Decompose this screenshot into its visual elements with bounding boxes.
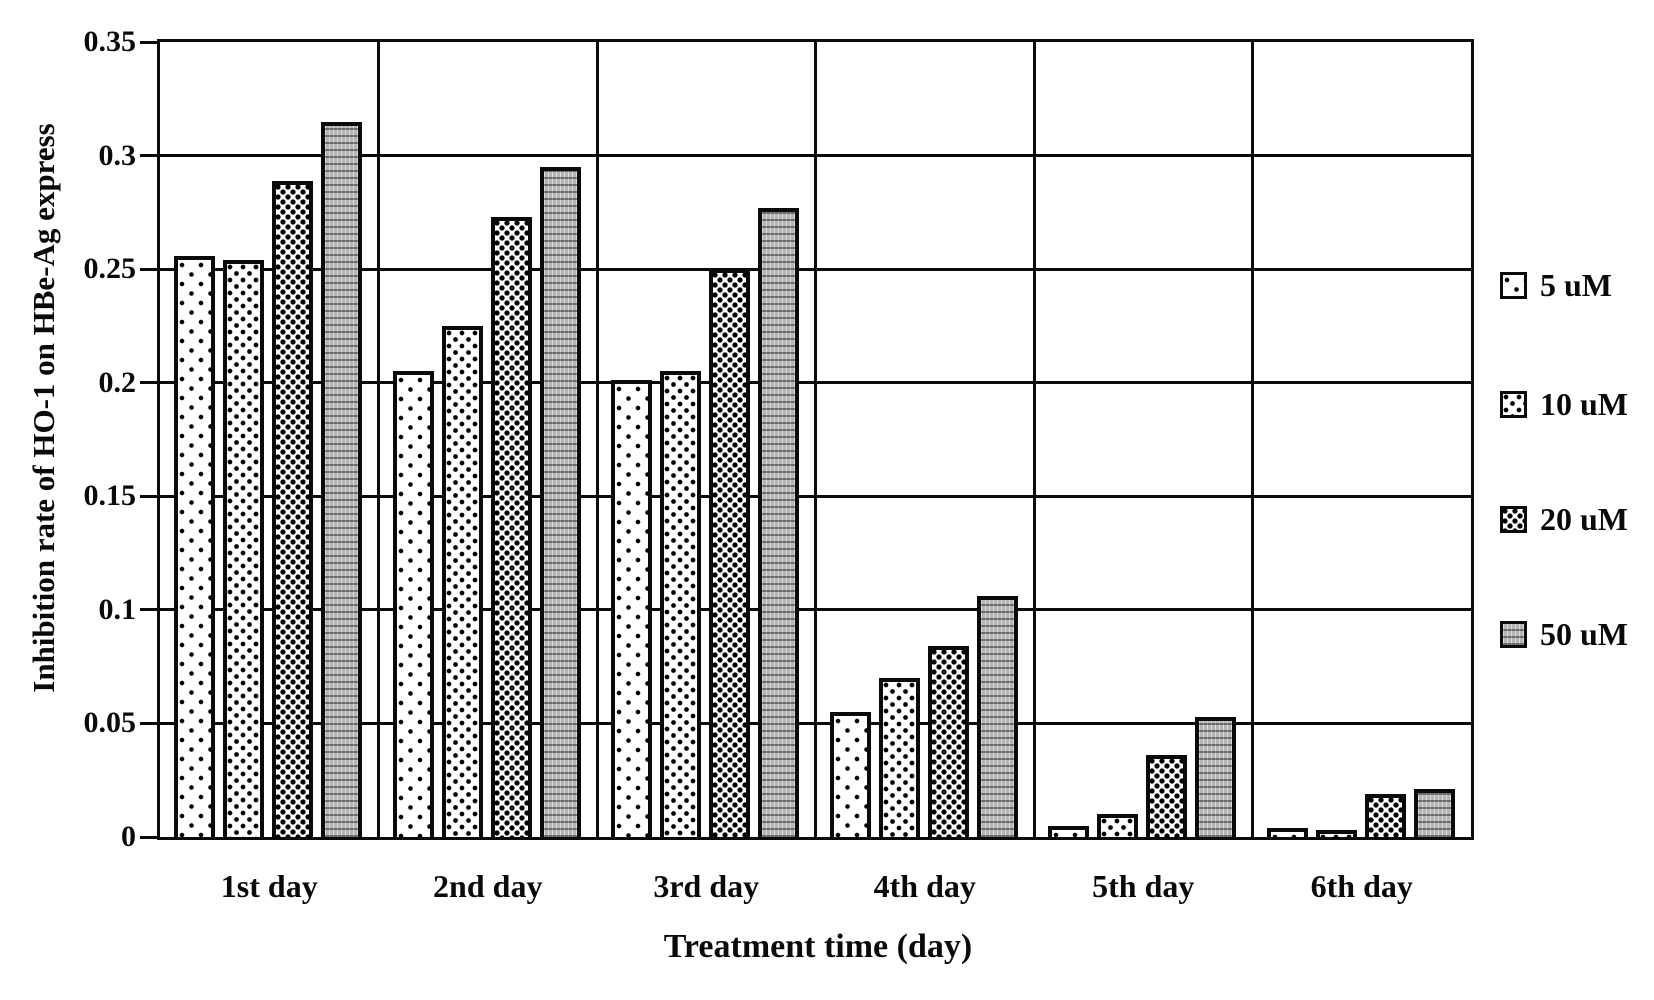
bar-20-um-3rd-day <box>709 269 750 837</box>
y-tick-label: 0.05 <box>83 706 137 740</box>
bar-10-um-4th-day <box>878 678 920 837</box>
legend-label: 20 uM <box>1540 501 1628 537</box>
legend-label: 50 uM <box>1540 616 1628 652</box>
bar-5-um-6th-day <box>1266 827 1308 837</box>
bar-10-um-5th-day <box>1097 814 1138 837</box>
y-axis-tick <box>140 608 157 612</box>
x-tick-label-2nd-day: 2nd day <box>433 868 543 904</box>
y-axis-tick <box>140 381 157 385</box>
bar-10-um-3rd-day <box>660 371 701 837</box>
bar-5-um-3rd-day <box>611 380 652 837</box>
bar-5-um-2nd-day <box>392 371 434 837</box>
x-tick-label-3rd-day: 3rd day <box>653 868 760 904</box>
x-tick-label-6th-day: 6th day <box>1310 868 1413 904</box>
y-tick-label: 0 <box>121 820 136 853</box>
bar-20-um-4th-day <box>927 646 969 837</box>
gridline-vertical <box>814 42 817 837</box>
y-axis-tick <box>140 40 157 44</box>
bar-20-um-5th-day <box>1146 755 1187 837</box>
y-tick-label: 0.3 <box>98 138 137 172</box>
gridline-vertical <box>1032 42 1036 837</box>
bar-20-um-6th-day <box>1364 793 1406 837</box>
legend-item-50-um: 50 uM <box>1500 616 1628 652</box>
x-tick-label-4th-day: 4th day <box>873 868 976 904</box>
sparse-dots-swatch-icon <box>1500 272 1527 299</box>
bar-50-um-1st-day <box>321 121 362 837</box>
legend-item-20-um: 20 uM <box>1500 501 1628 537</box>
y-axis-tick <box>140 494 157 498</box>
dense-dots-swatch-icon <box>1500 506 1527 533</box>
bar-5-um-4th-day <box>829 712 871 837</box>
y-axis-tick <box>140 835 157 839</box>
bar-50-um-3rd-day <box>758 207 799 837</box>
medium-dots-swatch-icon <box>1500 391 1527 418</box>
y-tick-label: 0.2 <box>98 365 137 399</box>
bar-5-um-1st-day <box>174 255 215 837</box>
x-tick-label-1st-day: 1st day <box>220 868 318 904</box>
gray-weave-swatch-icon <box>1500 621 1527 648</box>
bar-10-um-1st-day <box>223 260 264 837</box>
y-tick-label: 0.25 <box>83 252 137 286</box>
bar-50-um-4th-day <box>976 596 1018 837</box>
bar-10-um-2nd-day <box>441 325 483 837</box>
legend-item-5-um: 5 uM <box>1500 267 1612 303</box>
y-axis-tick <box>140 721 157 725</box>
legend-label: 5 uM <box>1540 267 1612 303</box>
legend-item-10-um: 10 uM <box>1500 386 1628 422</box>
bar-5-um-5th-day <box>1048 825 1089 837</box>
gridline-vertical <box>595 42 599 837</box>
x-tick-label-5th-day: 5th day <box>1092 868 1195 904</box>
plot-area <box>157 39 1474 840</box>
legend-label: 10 uM <box>1540 386 1628 422</box>
x-axis-title: Treatment time (day) <box>663 928 973 965</box>
bar-20-um-1st-day <box>272 180 313 837</box>
bar-10-um-6th-day <box>1315 830 1357 837</box>
bar-50-um-6th-day <box>1413 789 1455 837</box>
gridline-vertical <box>377 42 380 837</box>
bar-20-um-2nd-day <box>490 216 532 837</box>
y-axis-tick <box>140 154 157 158</box>
gridline-vertical <box>1251 42 1254 837</box>
y-tick-label: 0.1 <box>98 592 137 626</box>
bar-50-um-5th-day <box>1195 716 1236 837</box>
y-tick-label: 0.15 <box>83 479 137 513</box>
y-axis-tick <box>140 267 157 271</box>
bar-50-um-2nd-day <box>539 166 581 837</box>
y-tick-label: 0.35 <box>83 25 137 58</box>
